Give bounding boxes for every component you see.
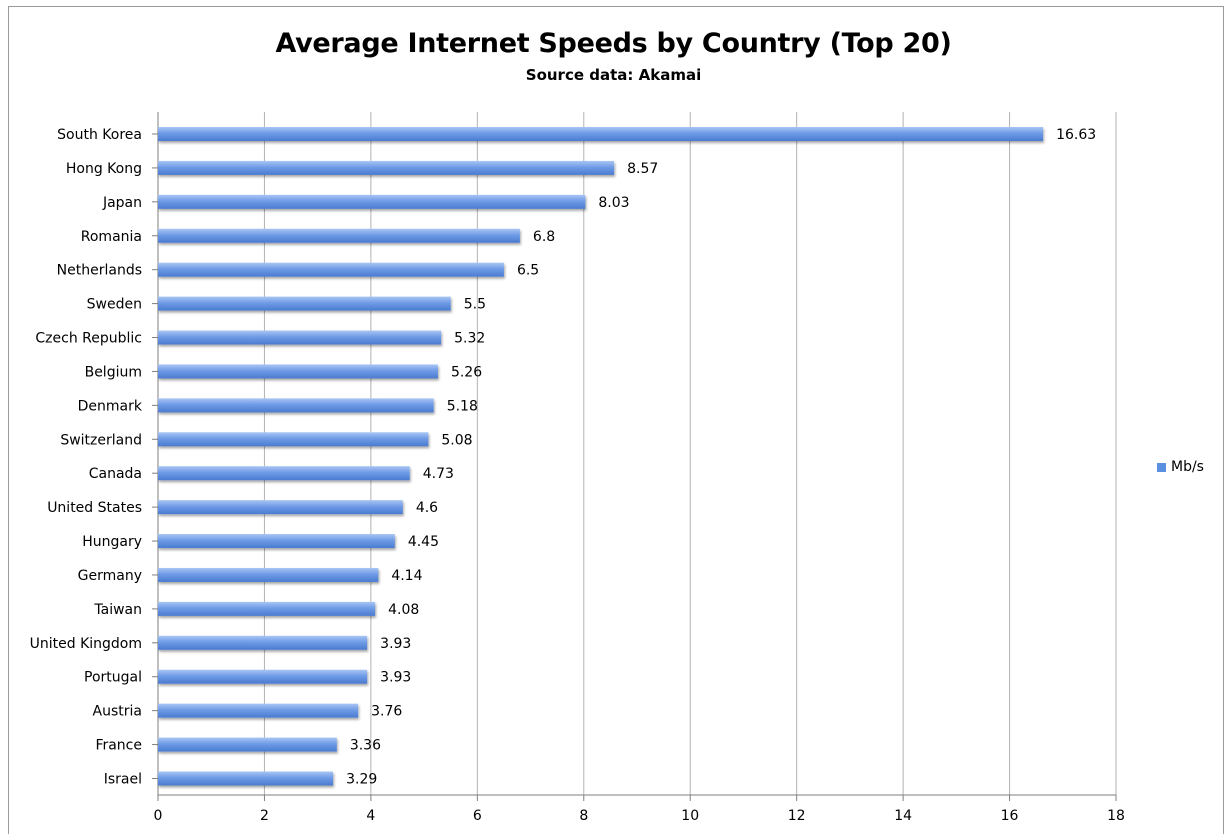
data-label: 5.18 [447, 398, 478, 414]
data-label: 5.32 [454, 331, 485, 347]
bar [158, 194, 586, 209]
bar [158, 567, 379, 582]
data-label: 4.73 [423, 466, 454, 482]
bar [158, 635, 368, 650]
legend-swatch [1157, 462, 1166, 472]
y-tick-label: Belgium [85, 364, 142, 380]
legend-label: Mb/s [1171, 459, 1204, 475]
x-tick-label: 4 [366, 808, 375, 824]
x-tick-label: 12 [788, 808, 806, 824]
bar [158, 262, 504, 277]
data-label: 4.14 [391, 568, 422, 584]
y-tick-label: South Korea [57, 127, 142, 143]
bar [158, 534, 395, 549]
bar [158, 466, 410, 481]
y-tick-label: Austria [93, 704, 142, 720]
y-tick-label: Czech Republic [35, 331, 142, 347]
bar [158, 228, 520, 243]
y-tick-label: Switzerland [60, 432, 142, 448]
bar [158, 296, 451, 311]
data-label: 3.93 [380, 636, 411, 652]
bar [158, 703, 359, 718]
y-tick-label: Netherlands [57, 263, 142, 279]
chart-subtitle: Source data: Akamai [525, 66, 702, 84]
y-tick-label: Hong Kong [66, 161, 142, 177]
data-label: 5.5 [464, 297, 486, 313]
data-label: 6.8 [533, 229, 555, 245]
y-tick-label: Taiwan [93, 602, 142, 618]
x-tick-label: 14 [894, 808, 912, 824]
x-tick-label: 16 [1001, 808, 1019, 824]
y-tick-label: Romania [81, 229, 142, 245]
y-tick-label: Japan [102, 195, 142, 211]
data-label: 5.08 [441, 432, 472, 448]
x-tick-label: 18 [1107, 808, 1125, 824]
data-label: 4.6 [416, 500, 438, 516]
bar [158, 330, 442, 345]
bar [158, 160, 615, 175]
x-tick-label: 0 [154, 808, 163, 824]
x-tick-label: 6 [473, 808, 482, 824]
y-tick-label: Sweden [87, 297, 142, 313]
data-label: 3.29 [346, 771, 377, 787]
bar [158, 737, 337, 752]
bar [158, 432, 429, 447]
y-tick-label: Hungary [82, 534, 142, 550]
data-label: 8.57 [627, 161, 658, 177]
data-label: 8.03 [598, 195, 629, 211]
chart-title: Average Internet Speeds by Country (Top … [275, 28, 952, 59]
data-label: 4.45 [408, 534, 439, 550]
bar [158, 500, 403, 515]
y-tick-label: France [95, 738, 142, 754]
y-tick-label: United States [47, 500, 142, 516]
y-tick-label: Canada [89, 466, 142, 482]
data-label: 6.5 [517, 263, 539, 279]
data-label: 3.36 [350, 738, 381, 754]
bar [158, 771, 334, 786]
y-tick-label: Germany [78, 568, 142, 584]
y-tick-label: Portugal [84, 670, 142, 686]
y-tick-label: United Kingdom [30, 636, 142, 652]
data-label: 5.26 [451, 364, 482, 380]
x-tick-label: 2 [260, 808, 269, 824]
bar [158, 364, 438, 379]
data-label: 4.08 [388, 602, 419, 618]
data-label: 3.93 [380, 670, 411, 686]
y-tick-label: Israel [104, 771, 142, 787]
bar [158, 669, 368, 684]
legend: Mb/s [1157, 459, 1204, 475]
data-label: 16.63 [1056, 127, 1096, 143]
chart-frame [8, 6, 1224, 834]
bar [158, 127, 1044, 141]
y-tick-label: Denmark [78, 398, 143, 414]
x-tick-label: 8 [579, 808, 588, 824]
x-tick-label: 10 [681, 808, 699, 824]
data-label: 3.76 [371, 704, 402, 720]
bar [158, 601, 376, 616]
bar [158, 398, 434, 413]
